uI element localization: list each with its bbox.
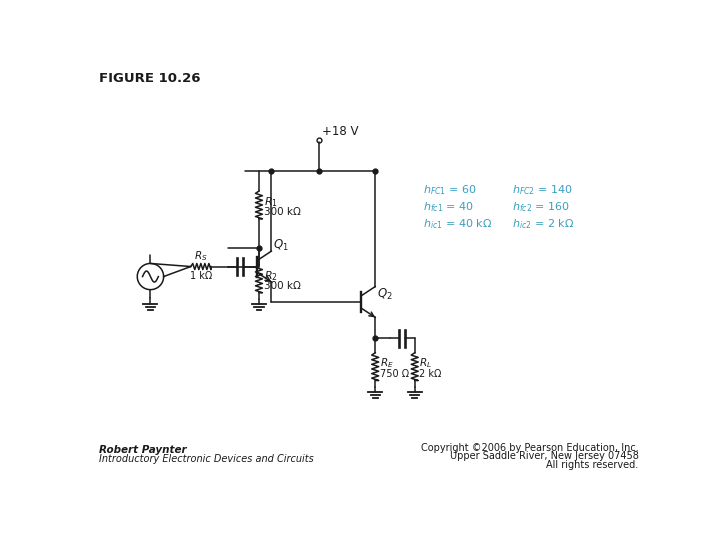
Text: Introductory Electronic Devices and Circuits: Introductory Electronic Devices and Circ… [99,455,314,464]
Text: 1 kΩ: 1 kΩ [189,271,212,281]
Text: $h_{ic2}$ = 2 kΩ: $h_{ic2}$ = 2 kΩ [513,217,575,231]
Text: $R_L$: $R_L$ [419,356,432,370]
Text: FIGURE 10.26: FIGURE 10.26 [99,72,201,85]
Text: $h_{ic1}$ = 40 kΩ: $h_{ic1}$ = 40 kΩ [423,217,492,231]
Text: 750 Ω: 750 Ω [380,369,409,379]
Text: 2 kΩ: 2 kΩ [419,369,442,379]
Text: $R_E$: $R_E$ [380,356,394,370]
Text: $R_2$: $R_2$ [264,269,277,282]
Text: $h_{FC2}$ = 140: $h_{FC2}$ = 140 [513,184,573,197]
Text: 300 kΩ: 300 kΩ [264,281,300,291]
Text: Upper Saddle River, New Jersey 07458: Upper Saddle River, New Jersey 07458 [450,451,639,461]
Text: $Q_2$: $Q_2$ [377,287,392,302]
Text: $h_{FC1}$ = 60: $h_{FC1}$ = 60 [423,184,477,197]
Text: $h_{fc2}$ = 160: $h_{fc2}$ = 160 [513,200,570,214]
Text: $R_S$: $R_S$ [194,249,207,264]
Text: Copyright ©2006 by Pearson Education, Inc.: Copyright ©2006 by Pearson Education, In… [421,443,639,453]
Text: $Q_1$: $Q_1$ [273,238,289,253]
Text: 300 kΩ: 300 kΩ [264,207,300,217]
Text: +18 V: +18 V [322,125,359,138]
Text: $R_1$: $R_1$ [264,195,278,209]
Text: Robert Paynter: Robert Paynter [99,445,187,455]
Text: $h_{fc1}$ = 40: $h_{fc1}$ = 40 [423,200,474,214]
Text: All rights reserved.: All rights reserved. [546,460,639,470]
